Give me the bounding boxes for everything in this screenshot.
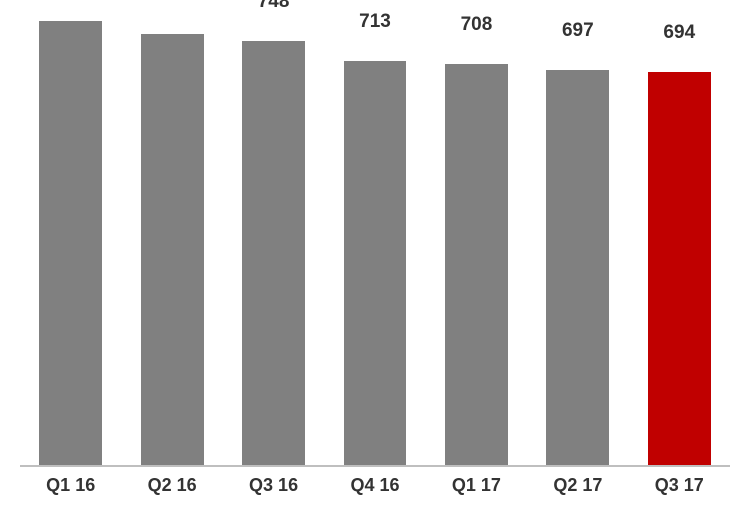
bar: [445, 64, 508, 465]
x-axis-label: Q1 16: [46, 475, 95, 496]
bar: [344, 61, 407, 465]
x-axis-label: Q2 17: [553, 475, 602, 496]
bar: [39, 21, 102, 465]
x-axis-label: Q2 16: [148, 475, 197, 496]
bar: [141, 34, 204, 465]
bar-value-label: 748: [258, 0, 290, 13]
x-axis-label: Q4 16: [350, 475, 399, 496]
bar-chart: 784761748713708697694 Q1 16Q2 16Q3 16Q4 …: [0, 0, 750, 509]
x-axis-label: Q1 17: [452, 475, 501, 496]
bar: [648, 72, 711, 465]
bar-value-label: 708: [461, 14, 493, 36]
plot-area: 784761748713708697694: [20, 12, 730, 467]
x-axis-label: Q3 17: [655, 475, 704, 496]
bar-value-label: 694: [663, 22, 695, 44]
bar-value-label: 713: [359, 11, 391, 33]
x-axis-label: Q3 16: [249, 475, 298, 496]
bar-value-label: 697: [562, 20, 594, 42]
bar: [242, 41, 305, 465]
x-axis-labels: Q1 16 Q2 16 Q3 16 Q4 16 Q1 17 Q2 17 Q3 17: [20, 467, 730, 509]
bar-value-label: 761: [156, 0, 188, 6]
bar: [546, 70, 609, 465]
